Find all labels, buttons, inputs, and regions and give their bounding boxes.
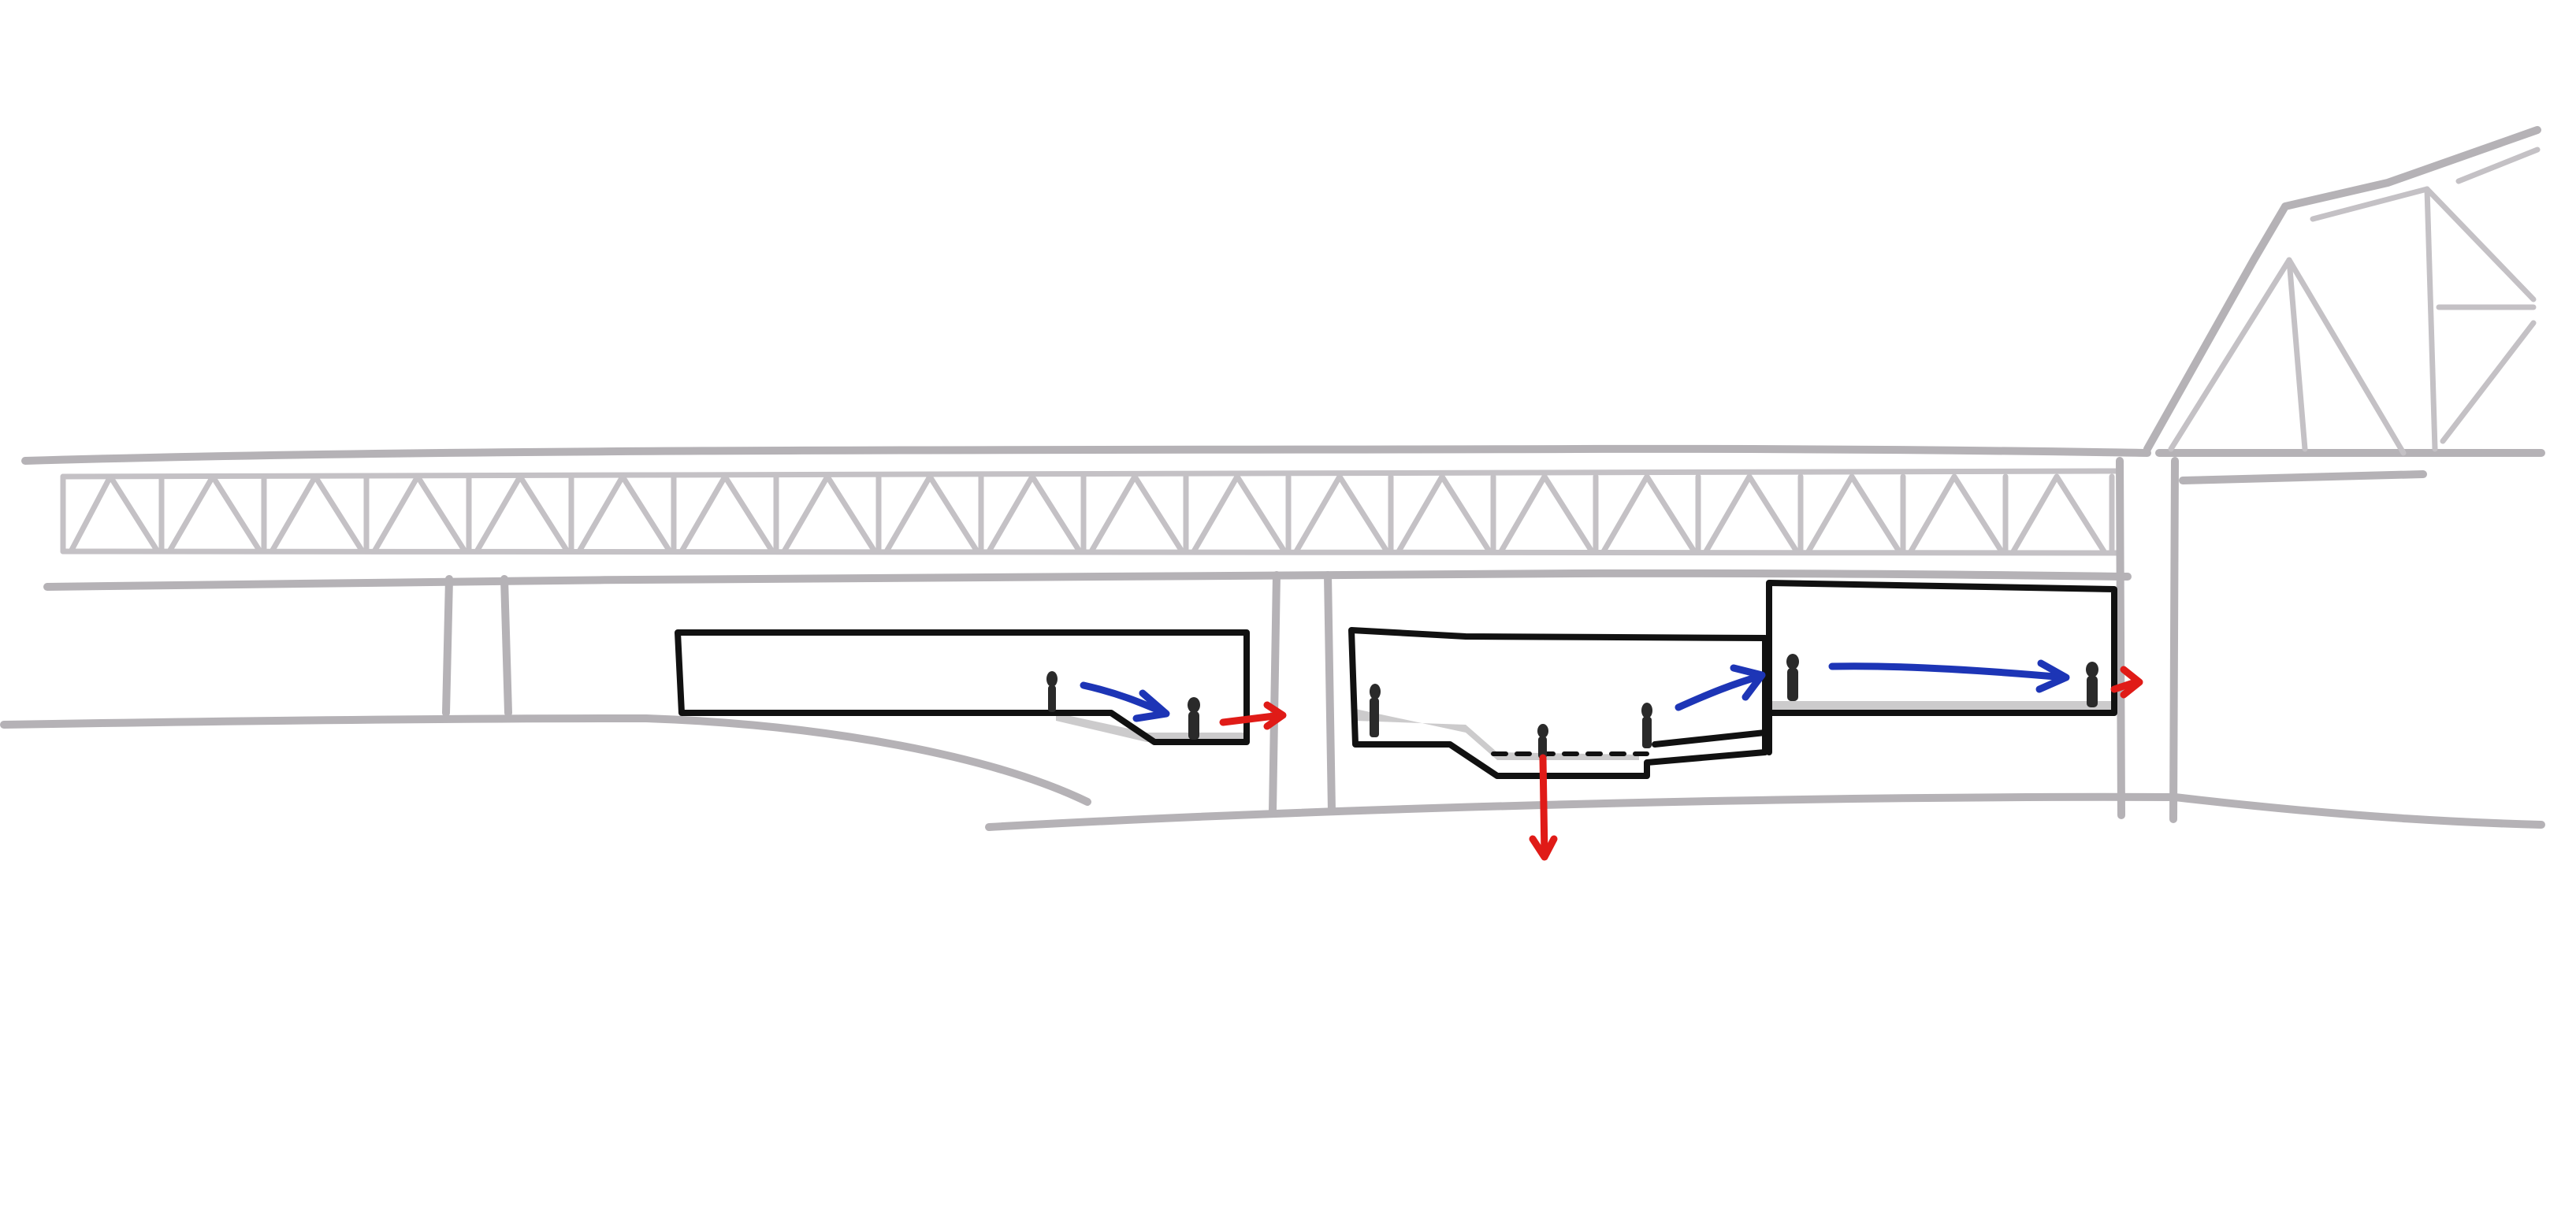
person-figure	[1046, 671, 1058, 712]
exit-arrows	[1219, 666, 2143, 861]
blue-arrow-right	[1828, 659, 2070, 693]
right-volume-outline	[1766, 580, 2117, 716]
truss-top-chord	[21, 444, 2151, 465]
ground-right	[985, 792, 2545, 831]
ground-left	[0, 714, 1091, 806]
person-figure	[1188, 697, 1200, 740]
truss-panel-top-rail	[60, 468, 2123, 480]
right-volume	[1766, 580, 2117, 755]
truss-diagonals	[68, 473, 2107, 555]
tower-truss-lower	[2155, 449, 2545, 484]
tower-truss	[2143, 126, 2541, 453]
red-arrow-right	[2110, 666, 2143, 699]
truss-bottom-chord	[43, 569, 2132, 591]
blue-arrow-center	[1675, 664, 1766, 711]
truss-verticals	[60, 473, 2115, 555]
person-figure	[1786, 654, 1799, 701]
red-arrow-down	[1529, 754, 1558, 861]
center-volume-ramp	[1652, 729, 1768, 748]
person-figure	[1641, 703, 1652, 748]
bridge-structure	[0, 126, 2545, 831]
red-arrow-left	[1219, 701, 1287, 730]
person-figure	[1370, 684, 1381, 737]
person-figure	[1537, 724, 1548, 759]
left-volume-outline	[675, 629, 1250, 745]
blue-arrow-left	[1080, 681, 1170, 722]
pier-center	[1269, 571, 1336, 815]
figures	[1046, 654, 2098, 759]
center-volume-outline	[1348, 627, 1768, 779]
tower-truss-members	[2168, 147, 2541, 456]
pier-right	[2116, 457, 2179, 823]
pier-left	[442, 575, 512, 717]
person-figure	[2086, 662, 2098, 707]
circulation-arrows	[1080, 659, 2070, 722]
center-volume	[1348, 627, 1768, 779]
